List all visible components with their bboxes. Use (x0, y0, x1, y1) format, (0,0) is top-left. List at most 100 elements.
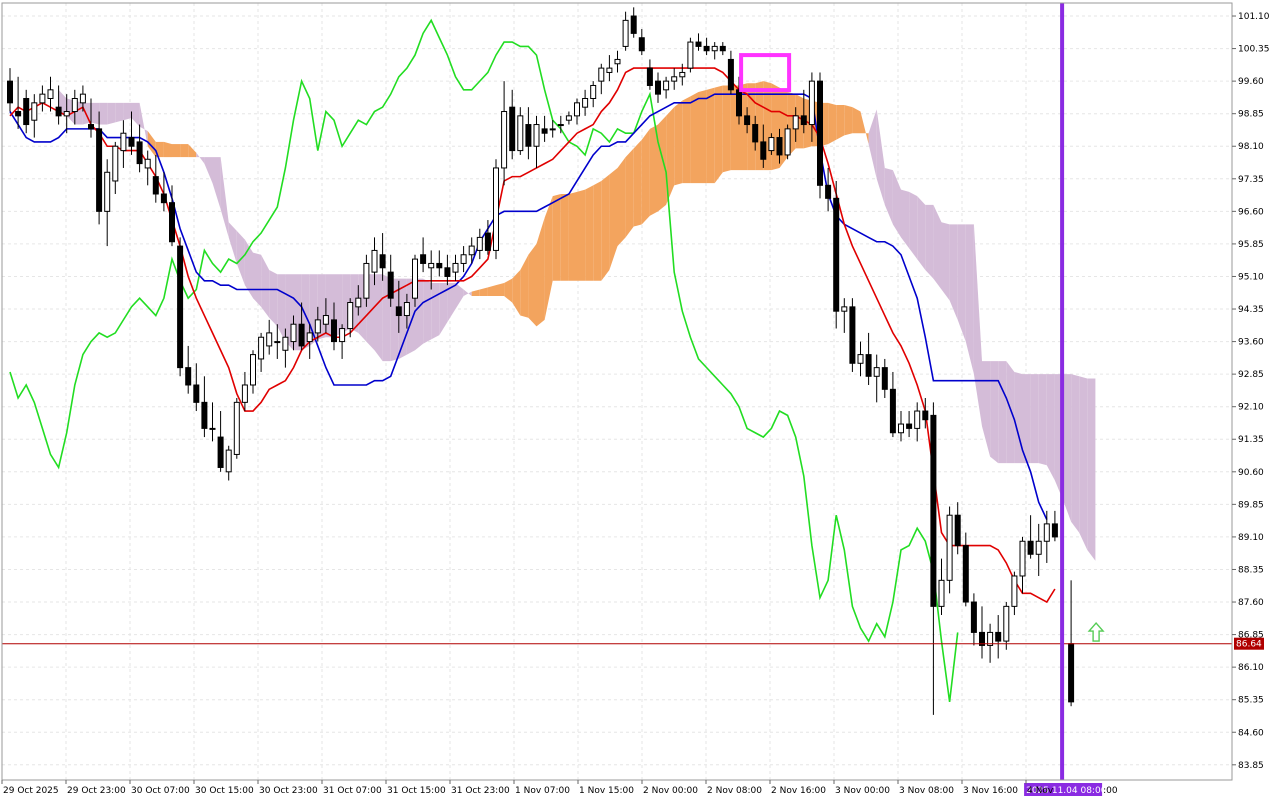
candle (736, 89, 742, 117)
candle (533, 124, 540, 147)
candle (1035, 540, 1042, 555)
y-tick-label: 101.10 (1238, 12, 1270, 22)
x-tick-label: 3 Nov 16:00 (963, 786, 1018, 796)
y-tick-label: 99.60 (1238, 77, 1264, 87)
kumo-segment-bear (1022, 374, 1031, 464)
candle (233, 401, 240, 455)
kumo-segment-bull (163, 141, 172, 158)
y-tick-label: 84.60 (1238, 728, 1264, 738)
candle (144, 158, 151, 169)
kumo-segment-bear (244, 239, 253, 299)
candle (104, 171, 111, 212)
candle (63, 111, 70, 117)
kumo-segment-bear (91, 102, 100, 125)
candle (841, 306, 848, 312)
y-tick-label: 89.85 (1238, 500, 1264, 510)
kumo-segment-bull (487, 285, 496, 297)
kumo-segment-bull (658, 115, 667, 212)
kumo-segment-bear (139, 102, 148, 147)
candle (881, 367, 888, 390)
candle (541, 128, 548, 134)
kumo-segment-bull (722, 85, 731, 173)
candle (1051, 523, 1058, 538)
candle (687, 41, 694, 69)
x-tick-label: 31 Oct 23:00 (451, 786, 510, 796)
y-tick-label: 97.35 (1238, 175, 1264, 185)
x-tick-label: 29 Oct 2025 (3, 786, 59, 796)
candle (484, 232, 491, 251)
candle (598, 67, 605, 82)
kumo-segment-bear (107, 102, 116, 125)
candle (136, 141, 143, 165)
kumo-segment-bull (836, 105, 845, 140)
kumo-segment-bull (180, 144, 189, 158)
kumo-segment-bear (196, 152, 205, 164)
kumo-segment-bull (633, 139, 642, 227)
candle (906, 423, 913, 429)
candle (760, 141, 767, 160)
kumo-segment-bull (844, 105, 853, 136)
kumo-segment-bull (795, 94, 804, 149)
candle (1011, 575, 1018, 607)
kumo-segment-bear (204, 157, 213, 184)
candle (395, 306, 402, 317)
candle (403, 302, 410, 317)
candle (889, 388, 896, 434)
candle (322, 315, 329, 325)
kumo-segment-bear (390, 278, 399, 362)
x-tick-label: 29 Oct 23:00 (67, 786, 126, 796)
kumo-segment-bull (585, 185, 594, 281)
candle (282, 336, 289, 351)
kumo-segment-bear (99, 102, 108, 125)
candle (970, 601, 977, 633)
candle (638, 37, 645, 52)
candle (298, 323, 305, 347)
candle (655, 80, 661, 95)
kumo-segment-bear (269, 269, 278, 327)
kumo-segment-bull (520, 254, 529, 318)
kumo-segment-bear (1014, 371, 1023, 464)
y-tick-label: 83.85 (1238, 761, 1264, 771)
kumo-segment-bear (990, 361, 999, 464)
candle (152, 176, 159, 195)
candle (995, 631, 1002, 642)
kumo-segment-bull (828, 102, 837, 145)
candle (582, 97, 589, 108)
candle (922, 410, 929, 421)
y-tick-label: 87.60 (1238, 598, 1264, 608)
kumo-segment-bull (601, 174, 610, 281)
candle (711, 45, 718, 52)
candle (177, 245, 184, 369)
candle (646, 67, 653, 86)
y-tick-label: 92.10 (1238, 403, 1264, 413)
candle (266, 332, 273, 347)
candle (979, 631, 985, 646)
kumo-segment-bear (1046, 374, 1055, 481)
plot-frame (1, 2, 1233, 781)
candle (930, 414, 937, 607)
candle (509, 106, 516, 152)
kumo-segment-bull (155, 141, 164, 158)
kumo-segment-bear (901, 189, 910, 249)
candle (250, 354, 256, 386)
candle (825, 184, 832, 199)
candle (347, 302, 354, 330)
x-tick-label: 31 Oct 15:00 (387, 786, 446, 796)
kumo-segment-bear (973, 224, 982, 427)
x-tick-label: 3 Nov 08:00 (899, 786, 954, 796)
candle (1019, 540, 1026, 577)
candle (274, 341, 281, 344)
ichimoku-cloud (58, 81, 1096, 561)
candle (79, 93, 86, 104)
y-tick-label: 95.10 (1238, 272, 1264, 282)
candle (987, 631, 994, 646)
candle (460, 254, 467, 264)
candle (727, 58, 734, 91)
kumo-segment-bull (552, 193, 561, 281)
candle (565, 115, 572, 121)
candle (444, 267, 451, 277)
candle (71, 97, 78, 113)
candle (306, 332, 313, 343)
candle (112, 145, 119, 182)
